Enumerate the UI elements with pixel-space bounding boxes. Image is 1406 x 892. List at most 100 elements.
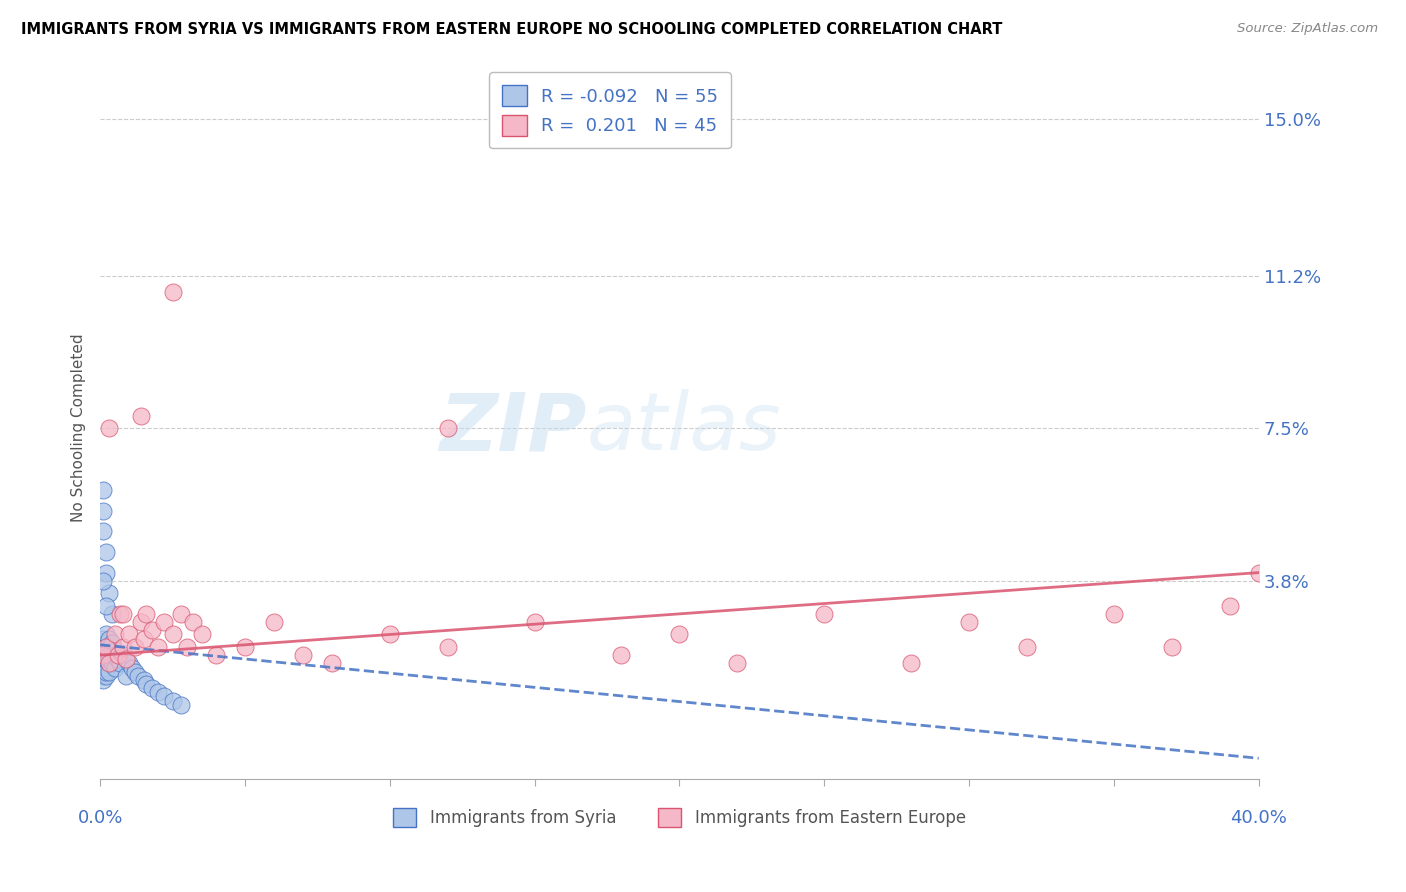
Point xyxy=(153,690,176,704)
Point xyxy=(94,640,117,654)
Point xyxy=(97,640,120,654)
Point xyxy=(100,607,122,621)
Point xyxy=(94,665,117,679)
Point xyxy=(97,665,120,679)
Point xyxy=(94,652,117,666)
Point xyxy=(94,566,117,580)
Point xyxy=(135,607,157,621)
Point xyxy=(162,285,184,299)
Point xyxy=(132,673,155,687)
Point xyxy=(97,648,120,662)
Point xyxy=(162,627,184,641)
Point xyxy=(91,665,114,679)
Point xyxy=(97,421,120,435)
Text: 40.0%: 40.0% xyxy=(1230,809,1286,828)
Text: Source: ZipAtlas.com: Source: ZipAtlas.com xyxy=(1237,22,1378,36)
Point xyxy=(94,657,117,671)
Point xyxy=(97,657,120,671)
Point xyxy=(107,652,129,666)
Point xyxy=(115,652,138,666)
Point xyxy=(97,657,120,671)
Point xyxy=(107,648,129,662)
Point xyxy=(129,409,152,423)
Point xyxy=(1160,640,1182,654)
Y-axis label: No Schooling Completed: No Schooling Completed xyxy=(72,334,86,523)
Point xyxy=(104,627,127,641)
Point xyxy=(523,615,546,629)
Point xyxy=(94,627,117,641)
Point xyxy=(112,648,135,662)
Point xyxy=(132,632,155,646)
Point xyxy=(91,673,114,687)
Point xyxy=(181,615,204,629)
Point xyxy=(141,681,163,695)
Point xyxy=(141,624,163,638)
Point xyxy=(378,627,401,641)
Legend: Immigrants from Syria, Immigrants from Eastern Europe: Immigrants from Syria, Immigrants from E… xyxy=(387,801,973,834)
Point xyxy=(957,615,980,629)
Point xyxy=(124,665,146,679)
Point xyxy=(813,607,835,621)
Point xyxy=(110,657,132,671)
Point xyxy=(91,504,114,518)
Text: IMMIGRANTS FROM SYRIA VS IMMIGRANTS FROM EASTERN EUROPE NO SCHOOLING COMPLETED C: IMMIGRANTS FROM SYRIA VS IMMIGRANTS FROM… xyxy=(21,22,1002,37)
Point xyxy=(436,421,458,435)
Point xyxy=(91,652,114,666)
Point xyxy=(94,545,117,559)
Point xyxy=(94,599,117,613)
Point xyxy=(91,648,114,662)
Point xyxy=(1102,607,1125,621)
Point xyxy=(91,640,114,654)
Point xyxy=(94,644,117,658)
Point xyxy=(91,648,114,662)
Text: ZIP: ZIP xyxy=(439,389,586,467)
Point xyxy=(91,632,114,646)
Point xyxy=(118,627,141,641)
Point xyxy=(190,627,212,641)
Point xyxy=(97,586,120,600)
Point xyxy=(263,615,285,629)
Point xyxy=(321,657,343,671)
Point xyxy=(1247,566,1270,580)
Point xyxy=(129,615,152,629)
Point xyxy=(668,627,690,641)
Point xyxy=(291,648,314,662)
Point xyxy=(100,657,122,671)
Point xyxy=(1015,640,1038,654)
Point xyxy=(135,677,157,691)
Point xyxy=(205,648,228,662)
Point xyxy=(91,657,114,671)
Text: atlas: atlas xyxy=(586,389,782,467)
Point xyxy=(91,669,114,683)
Point xyxy=(94,636,117,650)
Point xyxy=(104,648,127,662)
Point xyxy=(118,657,141,671)
Point xyxy=(94,648,117,662)
Point xyxy=(94,640,117,654)
Point xyxy=(170,607,193,621)
Point xyxy=(170,698,193,712)
Point xyxy=(233,640,256,654)
Point xyxy=(91,644,114,658)
Point xyxy=(127,669,149,683)
Text: 0.0%: 0.0% xyxy=(77,809,122,828)
Point xyxy=(94,669,117,683)
Point xyxy=(610,648,633,662)
Point xyxy=(115,669,138,683)
Point xyxy=(124,640,146,654)
Point xyxy=(91,660,114,674)
Point xyxy=(91,574,114,588)
Point xyxy=(112,640,135,654)
Point xyxy=(97,632,120,646)
Point xyxy=(91,524,114,539)
Point xyxy=(104,660,127,674)
Point xyxy=(112,607,135,621)
Point xyxy=(146,640,169,654)
Point xyxy=(91,483,114,497)
Point xyxy=(121,660,143,674)
Point xyxy=(162,693,184,707)
Point xyxy=(100,644,122,658)
Point xyxy=(110,607,132,621)
Point xyxy=(436,640,458,654)
Point xyxy=(176,640,198,654)
